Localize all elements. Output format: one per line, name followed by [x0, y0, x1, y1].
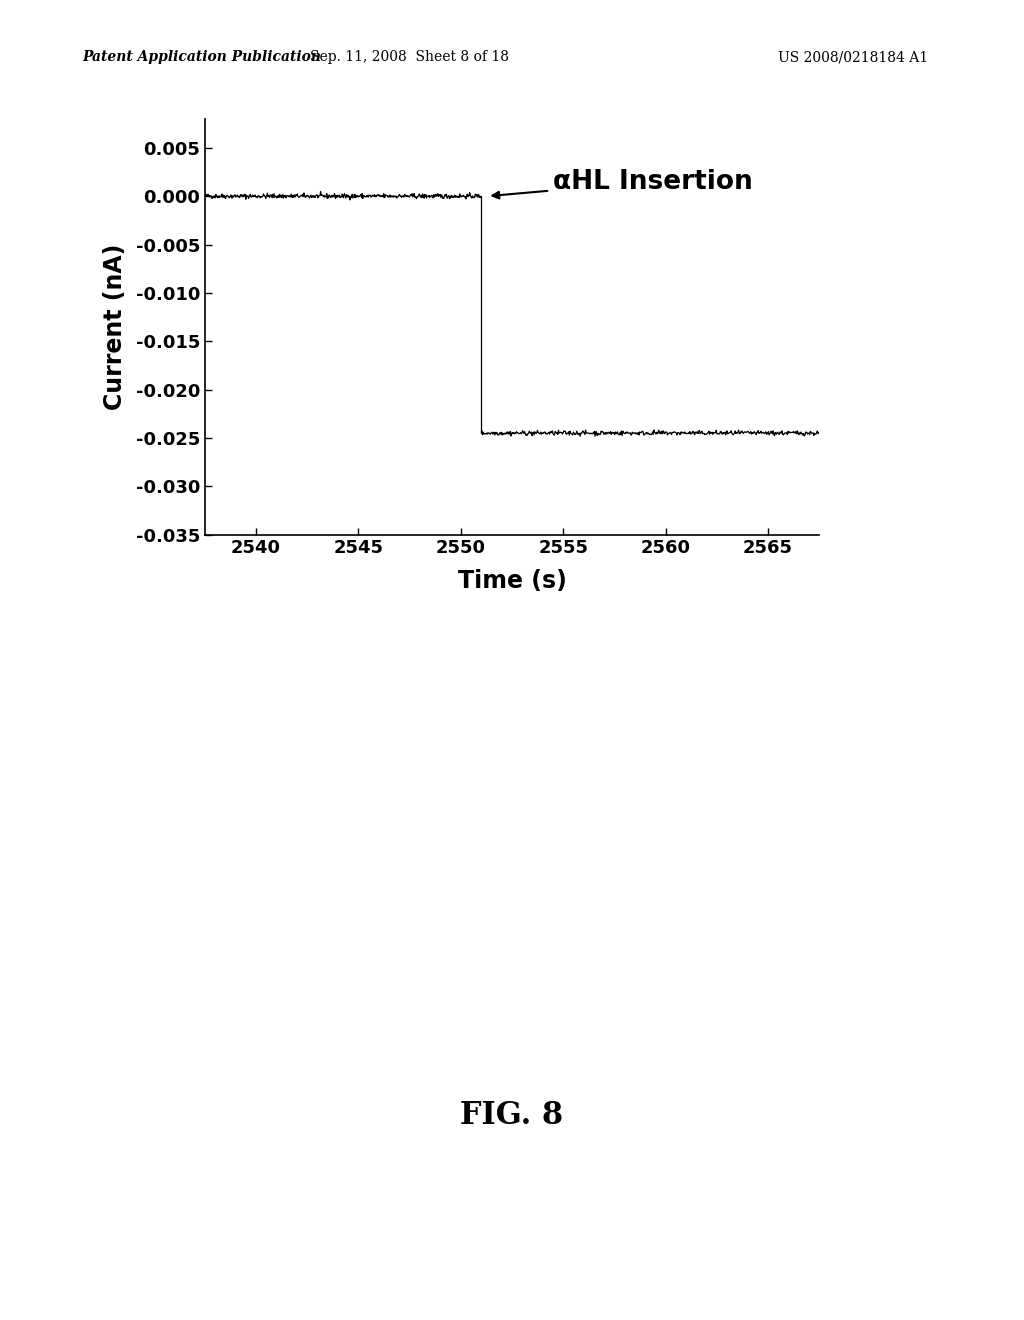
Text: αHL Insertion: αHL Insertion [493, 169, 753, 198]
Text: US 2008/0218184 A1: US 2008/0218184 A1 [778, 50, 929, 65]
Text: FIG. 8: FIG. 8 [461, 1100, 563, 1131]
X-axis label: Time (s): Time (s) [458, 569, 566, 593]
Text: Patent Application Publication: Patent Application Publication [82, 50, 321, 65]
Y-axis label: Current (nA): Current (nA) [103, 243, 127, 411]
Text: Sep. 11, 2008  Sheet 8 of 18: Sep. 11, 2008 Sheet 8 of 18 [310, 50, 509, 65]
